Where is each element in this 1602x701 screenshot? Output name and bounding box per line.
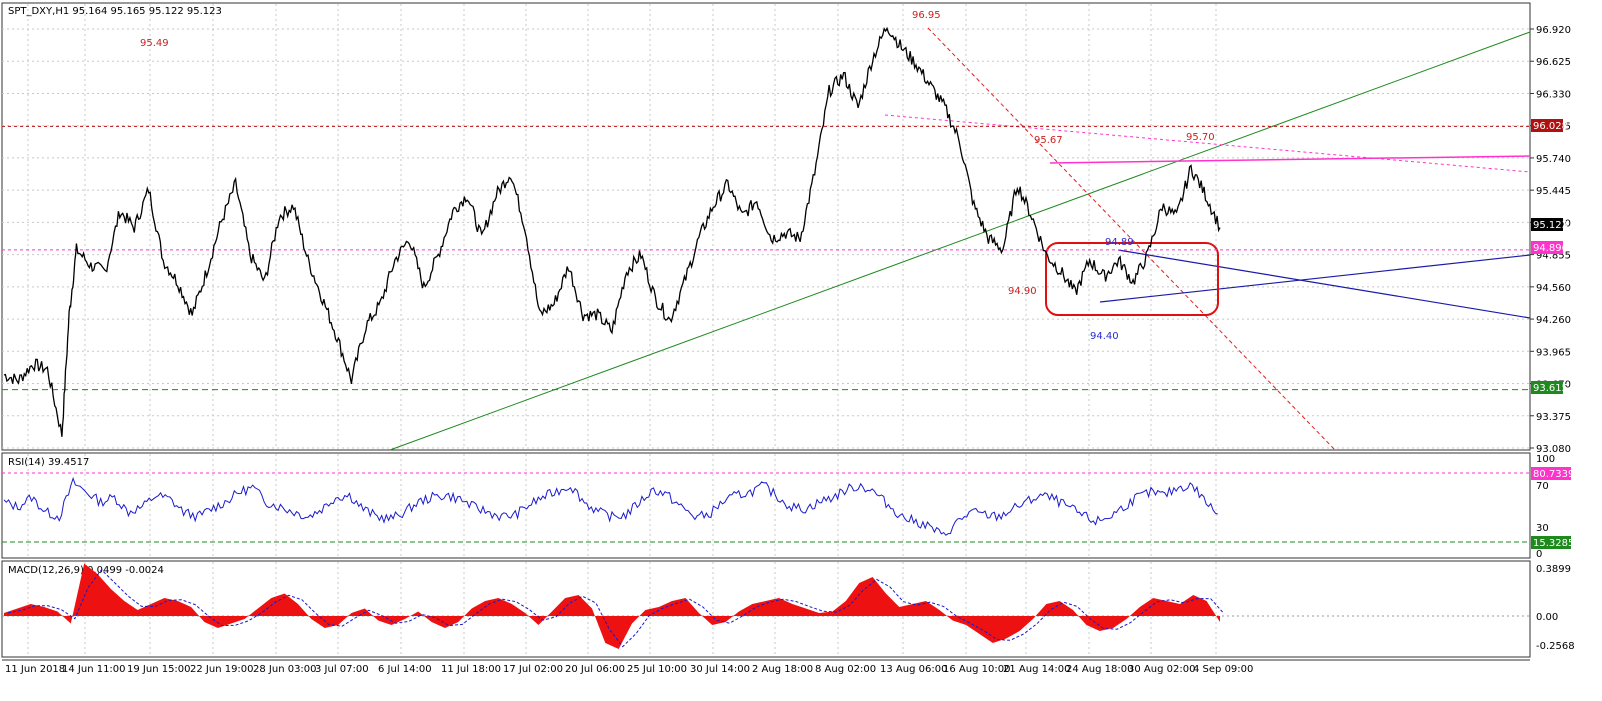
macd-tick-label: 0.3899 (1536, 564, 1571, 575)
price-tick-label: 94.260 (1536, 315, 1571, 326)
macd-signal-line (7, 569, 1225, 648)
time-tick-label: 4 Sep 09:00 (1193, 664, 1253, 675)
time-tick-label: 8 Aug 02:00 (815, 664, 876, 675)
rsi-tick-label: 100 (1536, 454, 1555, 465)
price-tick-label: 93.375 (1536, 412, 1571, 423)
price-tick-label: 93.080 (1536, 444, 1571, 455)
annotation-95-67: 95.67 (1034, 135, 1063, 146)
blue-falling-line[interactable] (1117, 249, 1531, 319)
time-tick-label: 20 Jul 06:00 (565, 664, 625, 675)
svg-text:80.7339: 80.7339 (1533, 469, 1574, 480)
svg-text:94.896: 94.896 (1533, 243, 1568, 254)
time-tick-label: 14 Jun 11:00 (62, 664, 126, 675)
rsi-grid (27, 454, 1217, 557)
svg-text:93.615: 93.615 (1533, 383, 1568, 394)
blue-support-line[interactable] (1099, 254, 1531, 303)
price-tick-label: 94.855 (1536, 251, 1571, 262)
time-tick-label: 16 Aug 10:00 (943, 664, 1010, 675)
price-tick-label: 93.965 (1536, 347, 1571, 358)
time-tick-label: 22 Jun 19:00 (190, 664, 254, 675)
time-tick-label: 30 Jul 14:00 (690, 664, 750, 675)
symbol-info-label: SPT_DXY,H1 95.164 95.165 95.122 95.123 (8, 6, 222, 17)
price-tick-label: 96.625 (1536, 57, 1571, 68)
time-tick-label: 21 Aug 14:00 (1003, 664, 1070, 675)
time-tick-label: 19 Jun 15:00 (127, 664, 191, 675)
time-tick-label: 24 Aug 18:00 (1066, 664, 1133, 675)
annotation-94-90: 94.90 (1008, 286, 1037, 297)
price-tick-label: 95.740 (1536, 154, 1571, 165)
rsi-tick-label: 70 (1536, 481, 1549, 492)
highlight-rectangle[interactable] (1045, 242, 1219, 316)
rsi-panel (1, 452, 1531, 559)
rsi-tag-80-7339: 80.7339 (1531, 467, 1574, 480)
time-tick-label: 3 Jul 07:00 (315, 664, 369, 675)
time-tick-label: 17 Jul 02:00 (503, 664, 563, 675)
time-tick-label: 2 Aug 18:00 (752, 664, 813, 675)
annotation-95-49: 95.49 (140, 38, 169, 49)
rsi-label: RSI(14) 39.4517 (8, 457, 89, 468)
rsi-series-line (3, 476, 1218, 536)
price-tick-label: 94.560 (1536, 283, 1571, 294)
time-tick-label: 13 Aug 06:00 (880, 664, 947, 675)
price-grid (2, 4, 1530, 449)
level-tag-95-123: 95.123 (1531, 218, 1568, 231)
horizontal-levels (2, 125, 1530, 391)
time-tick-label: 11 Jul 18:00 (441, 664, 501, 675)
green-trendline[interactable] (389, 31, 1531, 451)
price-series-line (3, 26, 1221, 437)
annotation-94-89: 94.89 (1105, 237, 1134, 248)
price-tick-label: 96.920 (1536, 25, 1571, 36)
macd-tick-label: -0.2568 (1536, 641, 1575, 652)
time-tick-label: 6 Jul 14:00 (378, 664, 432, 675)
rsi-axis: 100 70 30 0 (1536, 454, 1555, 560)
rsi-tick-label: 30 (1536, 523, 1549, 534)
time-tick-label: 28 Jun 03:00 (253, 664, 317, 675)
time-tick-label: 30 Aug 02:00 (1128, 664, 1195, 675)
svg-text:96.028: 96.028 (1533, 121, 1568, 132)
pink-resistance-line[interactable] (1049, 155, 1531, 164)
level-tag-96-028: 96.028 (1531, 119, 1568, 132)
macd-axis: 0.3899 0.00 -0.2568 (1536, 564, 1575, 652)
annotation-94-40: 94.40 (1090, 331, 1119, 342)
rsi-tag-15-3285: 15.3285 (1531, 536, 1574, 549)
annotation-96-95: 96.95 (912, 10, 941, 21)
annotation-95-70: 95.70 (1186, 132, 1215, 143)
macd-tick-label: 0.00 (1536, 612, 1558, 623)
svg-text:15.3285: 15.3285 (1533, 538, 1574, 549)
price-tick-label: 95.445 (1536, 186, 1571, 197)
level-tag-93-615: 93.615 (1531, 381, 1568, 394)
level-tag-94-896: 94.896 (1531, 241, 1568, 254)
price-panel (1, 2, 1531, 451)
time-tick-label: 25 Jul 10:00 (627, 664, 687, 675)
rsi-tick-label: 0 (1536, 549, 1542, 560)
time-tick-label: 11 Jun 2018 (5, 664, 65, 675)
price-tick-label: 96.330 (1536, 89, 1571, 100)
svg-text:95.123: 95.123 (1533, 220, 1568, 231)
